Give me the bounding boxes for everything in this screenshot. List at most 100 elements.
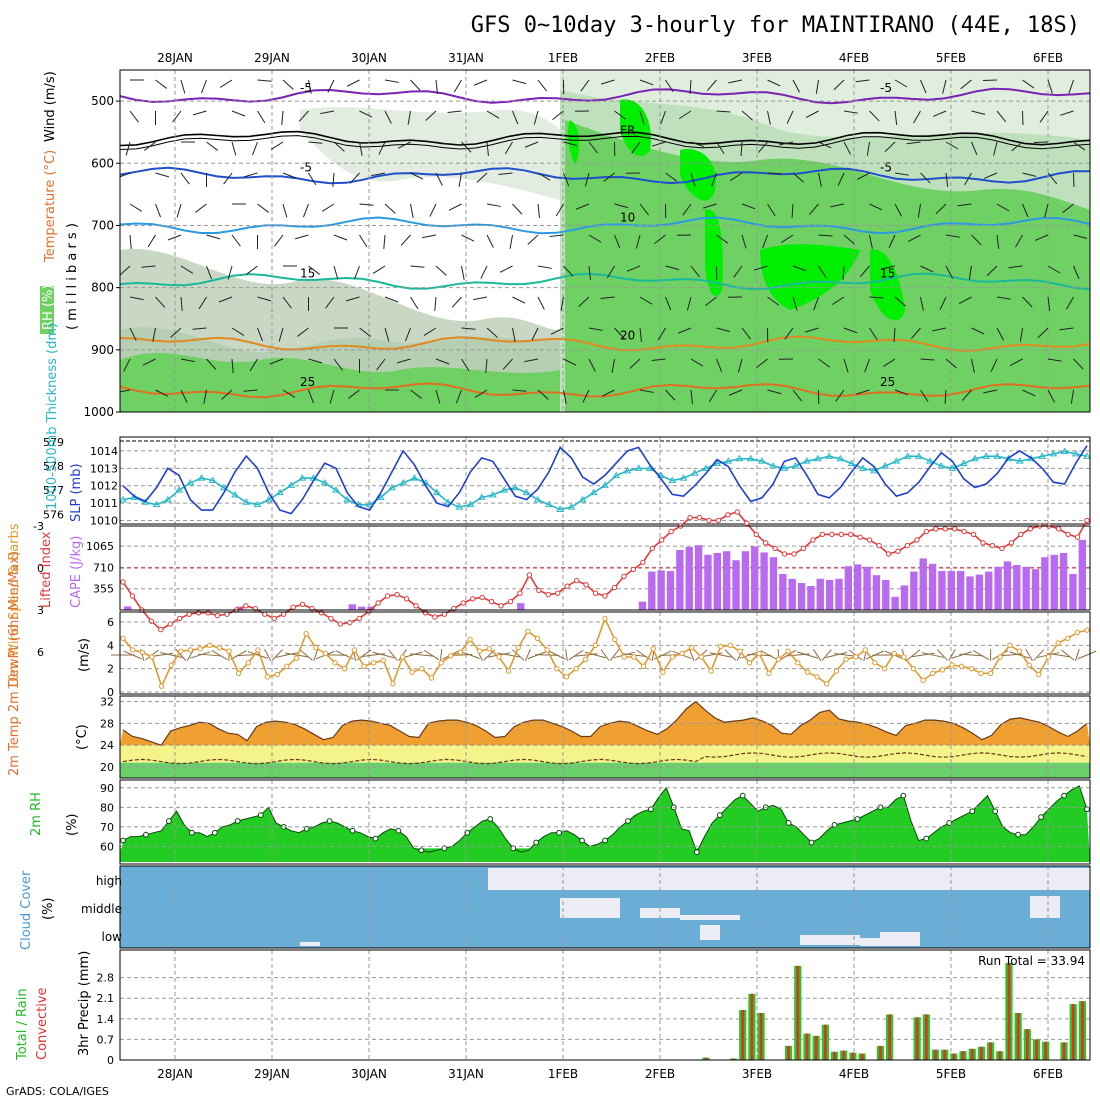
thickness-series-marker (163, 495, 172, 503)
wind-barb (741, 327, 752, 340)
wind-barb (665, 389, 676, 401)
thickness-series-marker (533, 495, 542, 503)
rh-core (760, 244, 860, 310)
wind-labels: 10m Wind Speed & Barbs (m/s) (7, 523, 92, 690)
precip-conv-bar (814, 1035, 818, 1060)
thickness-series-marker (758, 457, 766, 464)
thickness-series-marker (220, 483, 228, 491)
wind-barb (434, 296, 437, 311)
rh2m-marker (143, 831, 149, 838)
cape-bar (666, 571, 675, 610)
lifted-index-series-marker (488, 598, 495, 605)
precip-conv-bar (805, 1033, 809, 1060)
wind-barb (894, 110, 898, 125)
lifted-index-series-marker (507, 598, 514, 605)
wind-barb (600, 79, 615, 85)
wind-speed-series-marker (824, 681, 830, 687)
date-label-top: 31JAN (448, 51, 484, 65)
rh2m-marker (785, 820, 792, 826)
rh2m-marker (739, 792, 746, 799)
rh2m-labels: 2m RH (%) (29, 792, 80, 836)
chart-title: GFS 0~10day 3-hourly for MAINTIRANO (44E… (471, 13, 1080, 38)
wind-barb (739, 651, 760, 659)
wind-speed-series-marker (621, 654, 627, 660)
wind-barb (346, 79, 360, 87)
wind-barb (756, 358, 768, 369)
wind-barb (1011, 141, 1023, 152)
lifted-index-series-marker (810, 537, 816, 543)
lifted-index-series-marker (1008, 540, 1015, 546)
wind-barb (456, 389, 462, 404)
contour-line (120, 130, 1090, 147)
wind-speed-series-marker (303, 630, 309, 637)
wind-barb (537, 265, 552, 269)
wind-barb (555, 203, 564, 217)
wind-barb (1022, 296, 1033, 308)
wind-speed-series-marker (380, 657, 386, 664)
wind-barb (129, 327, 137, 341)
bottom-date-axis: 28JAN 29JAN 30JAN 31JAN 1FEB 2FEB 3FEB 4FEB 5FEB… (157, 1067, 1063, 1081)
wind-barb (206, 234, 221, 240)
wind-barb (635, 234, 641, 249)
wind-barb (278, 327, 284, 342)
rh2m-marker (211, 829, 218, 836)
wind-speed-series-marker (226, 648, 232, 654)
cape-bar (928, 563, 937, 610)
cape-bar (1031, 569, 1040, 610)
thickness-series-marker (690, 469, 699, 476)
thickness-series-marker (500, 486, 508, 493)
wind-barb (1062, 203, 1074, 214)
wind-barb (512, 110, 519, 125)
wind-barb (120, 265, 131, 276)
wind-barb (308, 358, 323, 364)
thickness-series-marker (287, 481, 296, 488)
temp-tick-label: 32 (100, 695, 114, 708)
wind-barb (733, 265, 743, 278)
date-label-bottom: 4FEB (839, 1067, 869, 1081)
lifted-index-series-marker (895, 548, 901, 554)
rh2m-label: 2m RH (29, 792, 44, 836)
wind-barb (920, 172, 931, 184)
thickness-series-marker (847, 459, 856, 467)
rh2m-frame (119, 779, 1091, 865)
thickness-series-marker (231, 491, 239, 498)
wind-barb (609, 649, 620, 661)
cloud-labels: Cloud Cover (%) high middle low (19, 870, 122, 950)
lifted-index-series-marker (838, 531, 844, 538)
precip-tick-label: 1.4 (97, 1013, 115, 1026)
cape-bar (910, 571, 918, 610)
thickness-series-marker (1060, 447, 1069, 454)
dew-low-area (120, 762, 1090, 778)
wind-barb (435, 172, 443, 186)
wind-barb (308, 389, 314, 404)
wind-barb (690, 265, 701, 278)
lifted-index-series-marker (158, 626, 164, 633)
wind-speed-series-marker (264, 674, 271, 680)
wind-barb (709, 652, 732, 658)
wind-barb (451, 296, 462, 308)
date-label-top: 1FEB (548, 51, 578, 65)
wind-barb (152, 327, 156, 342)
precip-conv-bar (842, 1050, 846, 1060)
lifted-index-label: Lifted Index (39, 531, 54, 608)
wind-barb (651, 358, 666, 361)
contour-label: -5 (300, 81, 312, 95)
thickness-series-marker (578, 495, 587, 503)
wind-barb (563, 265, 574, 277)
wind-barb (584, 172, 590, 187)
wind-barb (767, 79, 781, 87)
wind-barb (246, 265, 258, 275)
slp-tick-label: 1011 (90, 497, 118, 510)
thickness-series-marker (914, 452, 923, 459)
cape-bar (769, 557, 778, 610)
wind-barb (359, 327, 371, 337)
precip-conv-bar (1062, 1042, 1066, 1060)
wind-barb (282, 389, 296, 398)
lifted-index-series-marker (555, 590, 561, 596)
rh-core (620, 99, 651, 157)
lifted-index-series-marker (706, 517, 712, 524)
thickness-series-marker (735, 454, 744, 462)
wind-barb (180, 358, 195, 363)
contour-label: 10 (620, 210, 635, 224)
wind-panel: 0 2 4 6 (107, 612, 1097, 699)
